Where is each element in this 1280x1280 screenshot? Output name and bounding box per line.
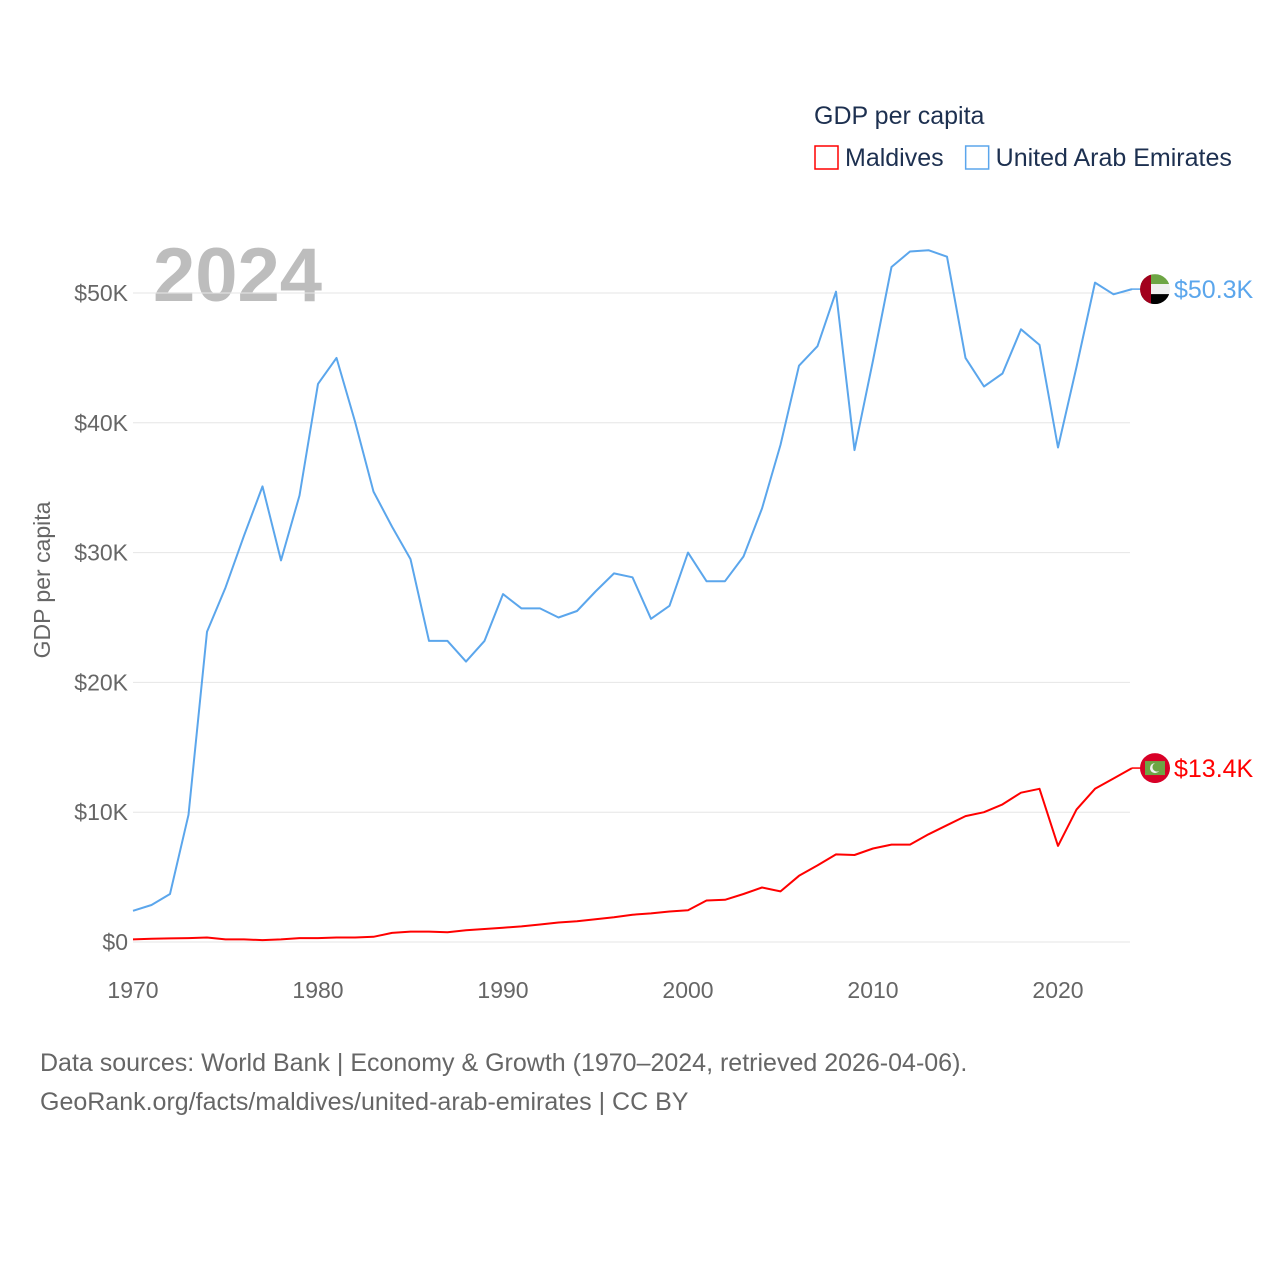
end-value-label: $13.4K bbox=[1174, 755, 1254, 783]
end-value-label: $50.3K bbox=[1174, 276, 1254, 304]
y-axis-label: GDP per capita bbox=[29, 501, 55, 658]
footer: Data sources: World Bank | Economy & Gro… bbox=[40, 1044, 967, 1122]
y-tick-label: $10K bbox=[74, 799, 128, 825]
x-tick-label: 2010 bbox=[847, 977, 898, 1003]
year-overlay: 2024 bbox=[153, 233, 322, 318]
legend-swatch bbox=[814, 145, 839, 170]
legend-title: GDP per capita bbox=[814, 102, 985, 130]
legend: Maldives United Arab Emirates bbox=[814, 144, 1232, 172]
x-tick-label: 2000 bbox=[662, 977, 713, 1003]
y-tick-label: $50K bbox=[74, 280, 128, 306]
y-tick-label: $30K bbox=[74, 540, 128, 566]
y-tick-label: $0 bbox=[102, 929, 128, 955]
legend-label[interactable]: Maldives bbox=[845, 144, 944, 172]
x-tick-label: 2020 bbox=[1032, 977, 1083, 1003]
legend-swatch bbox=[964, 145, 990, 170]
x-tick-label: 1970 bbox=[107, 977, 158, 1003]
maldives-flag-icon bbox=[1140, 753, 1170, 784]
x-tick-label: 1990 bbox=[477, 977, 528, 1003]
series-line-united-arab-emirates bbox=[132, 249, 1133, 912]
y-tick-label: $40K bbox=[74, 410, 128, 436]
source-link[interactable]: GeoRank.org/facts/maldives/united-arab-e… bbox=[40, 1088, 689, 1116]
x-tick-label: 1980 bbox=[292, 977, 343, 1003]
series-line-maldives bbox=[132, 767, 1133, 942]
uae-flag-icon bbox=[1140, 274, 1170, 305]
y-tick-label: $20K bbox=[74, 669, 128, 695]
legend-label[interactable]: United Arab Emirates bbox=[996, 144, 1232, 172]
data-source-note: Data sources: World Bank | Economy & Gro… bbox=[40, 1049, 968, 1077]
